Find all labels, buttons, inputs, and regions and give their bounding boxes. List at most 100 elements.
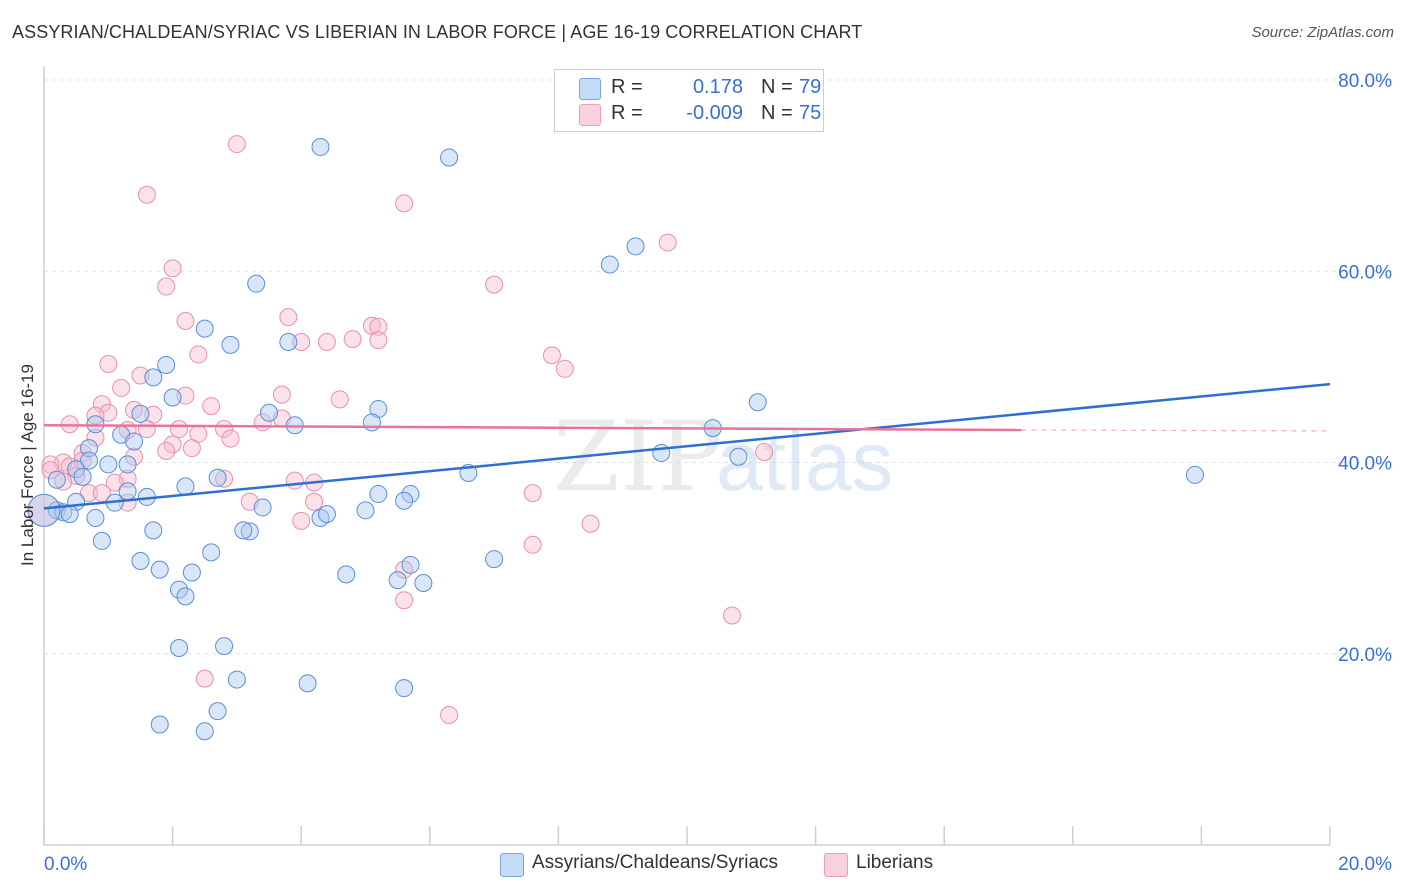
data-point-assyrians: [170, 580, 189, 599]
data-point-assyrians: [92, 531, 111, 550]
bottom-legend-swatch-blue: [500, 853, 524, 877]
data-point-assyrians: [401, 485, 420, 504]
data-point-liberians: [215, 420, 234, 439]
data-point-liberians: [292, 333, 311, 352]
data-point-assyrians: [157, 355, 176, 374]
trend-line-liberians-extension: [1021, 429, 1331, 432]
data-point-liberians: [523, 484, 542, 503]
data-point-liberians: [292, 511, 311, 530]
data-point-assyrians: [485, 550, 504, 569]
x-tick-label: 0.0%: [44, 854, 87, 875]
bottom-legend-label: Liberians: [856, 852, 934, 873]
data-point-liberians: [227, 135, 246, 154]
data-point-assyrians: [118, 455, 137, 474]
data-point-assyrians: [150, 560, 169, 579]
data-point-assyrians: [260, 403, 279, 422]
data-point-assyrians: [369, 485, 388, 504]
data-point-assyrians: [311, 137, 330, 156]
data-point-assyrians: [195, 319, 214, 338]
data-point-assyrians: [440, 148, 459, 167]
series-assyrians: [27, 137, 1204, 741]
data-point-assyrians: [176, 477, 195, 496]
data-point-assyrians: [298, 674, 317, 693]
data-point-assyrians: [253, 498, 272, 517]
data-point-assyrians: [221, 335, 240, 354]
data-point-assyrians: [99, 455, 118, 474]
data-point-assyrians: [67, 460, 86, 479]
data-point-liberians: [170, 420, 189, 439]
data-point-liberians: [137, 185, 156, 204]
data-point-liberians: [163, 435, 182, 454]
data-point-liberians: [395, 591, 414, 610]
x-tick-label: 20.0%: [1338, 854, 1392, 875]
data-point-assyrians: [395, 679, 414, 698]
data-point-liberians: [395, 194, 414, 213]
data-point-assyrians: [414, 573, 433, 592]
data-point-assyrians: [337, 565, 356, 584]
data-point-assyrians: [73, 467, 92, 486]
data-point-liberians: [41, 455, 60, 474]
y-tick-label: 40.0%: [1338, 454, 1392, 475]
legend-n-label: N =: [761, 102, 793, 124]
data-point-liberians: [555, 359, 574, 378]
data-point-liberians: [317, 333, 336, 352]
data-point-liberians: [195, 669, 214, 688]
legend-n-value: 75: [799, 102, 822, 124]
data-point-liberians: [86, 428, 105, 447]
data-point-liberians: [440, 705, 459, 724]
data-point-assyrians: [234, 521, 253, 540]
watermark: ZIP atlas: [553, 401, 893, 513]
data-point-assyrians: [227, 670, 246, 689]
y-axis-label: In Labor Force | Age 16-19: [18, 364, 37, 566]
data-point-liberians: [279, 308, 298, 327]
data-point-assyrians: [150, 715, 169, 734]
data-point-liberians: [523, 535, 542, 554]
data-point-liberians: [221, 429, 240, 448]
gridlines: [44, 79, 1392, 655]
bottom-legend-label: Assyrians/Chaldeans/Syriacs: [532, 852, 779, 873]
data-point-assyrians: [600, 255, 619, 274]
data-point-liberians: [215, 469, 234, 488]
data-point-assyrians: [202, 543, 221, 562]
data-point-liberians: [723, 606, 742, 625]
data-point-assyrians: [170, 639, 189, 658]
data-point-assyrians: [144, 521, 163, 540]
source-label: Source: ZipAtlas.com: [1251, 24, 1394, 41]
legend-n-label: N =: [761, 76, 793, 98]
data-point-liberians: [112, 378, 131, 397]
data-point-assyrians: [388, 571, 407, 590]
data-point-assyrians: [131, 551, 150, 570]
data-point-liberians: [485, 275, 504, 294]
data-point-assyrians: [80, 439, 99, 458]
data-point-liberians: [272, 385, 291, 404]
data-point-assyrians: [144, 368, 163, 387]
data-point-assyrians: [182, 563, 201, 582]
data-point-assyrians: [163, 388, 182, 407]
data-point-assyrians: [47, 470, 66, 489]
data-point-assyrians: [626, 237, 645, 256]
data-point-assyrians: [362, 413, 381, 432]
data-point-liberians: [305, 492, 324, 511]
data-point-assyrians: [80, 451, 99, 470]
correlation-legend: R = 0.178 N = 79 R = -0.009 N = 75: [554, 69, 824, 132]
data-point-liberians: [105, 473, 124, 492]
data-point-assyrians: [1185, 465, 1204, 484]
series-liberians: [27, 135, 774, 724]
data-point-assyrians: [208, 702, 227, 721]
data-point-assyrians: [60, 505, 79, 524]
data-point-assyrians: [247, 274, 266, 293]
data-point-assyrians: [395, 491, 414, 510]
legend-swatch-pink: [579, 104, 601, 126]
data-point-liberians: [369, 331, 388, 350]
data-point-liberians: [182, 439, 201, 458]
data-point-liberians: [137, 420, 156, 439]
trend-lines: [43, 382, 1331, 510]
data-point-liberians: [80, 484, 99, 503]
legend-r-label: R =: [611, 102, 643, 124]
data-point-assyrians: [215, 637, 234, 656]
trend-line-liberians: [43, 423, 1022, 432]
y-tick-label: 80.0%: [1338, 71, 1392, 92]
y-tick-label: 20.0%: [1338, 645, 1392, 666]
legend-r-label: R =: [611, 76, 643, 98]
